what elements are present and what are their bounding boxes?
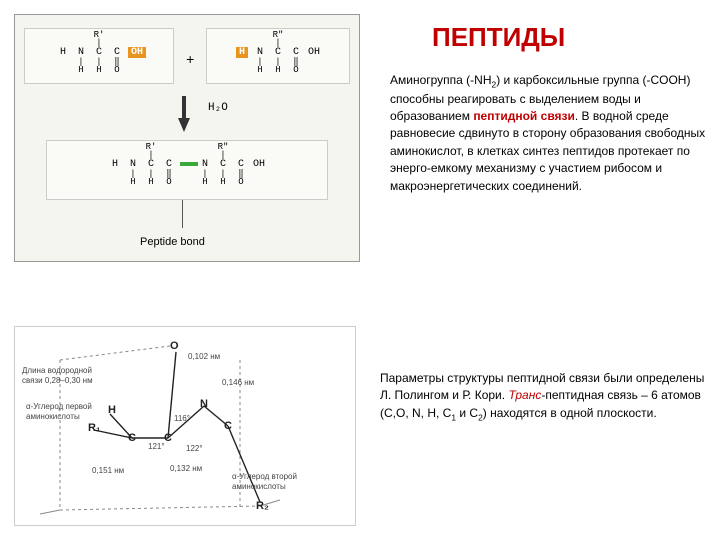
bond-geometry-diagram — [14, 326, 356, 526]
geometry-label: аминокислоты — [26, 412, 80, 421]
geometry-label: аминокислоты — [232, 482, 286, 491]
atom-label: R₁ — [88, 422, 101, 434]
atom-label: O — [170, 340, 179, 352]
geometry-label: 122° — [186, 444, 203, 453]
reactant-left: R′|HNCCOH|H|H‖O — [24, 28, 174, 84]
geometry-label: 121° — [148, 442, 165, 451]
reactant-right: R″|HNCCOH|H|H‖O — [206, 28, 350, 84]
paragraph-peptides: Аминогруппа (-NH2) и карбоксильные групп… — [390, 72, 708, 195]
atom-label: N — [200, 398, 208, 410]
atom-label: H — [108, 404, 116, 416]
product-dipeptide: R′|R″|HNCCNCCOH|H|H‖O|H|H‖O — [46, 140, 328, 200]
paragraph-bond-params: Параметры структуры пептидной связи были… — [380, 370, 710, 423]
peptide-bond-label: Peptide bond — [140, 236, 205, 248]
atom-label: C — [164, 432, 172, 444]
atom-label: C — [128, 432, 136, 444]
geometry-label: связи 0,28–0,30 нм — [22, 376, 93, 385]
peptide-bond-pointer — [182, 200, 183, 228]
atom-label: R₂ — [256, 500, 269, 512]
reaction-arrow-stem — [182, 96, 186, 118]
plus-sign: + — [186, 54, 194, 69]
geometry-label: α-Углерод первой — [26, 402, 92, 411]
reaction-arrow-head — [178, 118, 190, 132]
geometry-label: Длина водородной — [22, 366, 92, 375]
geometry-label: α-Углерод второй — [232, 472, 297, 481]
geometry-label: 0,132 нм — [170, 464, 202, 473]
water-label: H₂O — [208, 102, 228, 114]
geometry-label: 0,151 нм — [92, 466, 124, 475]
geometry-label: 0,102 нм — [188, 352, 220, 361]
page-title: ПЕПТИДЫ — [432, 22, 565, 53]
geometry-label: 116° — [174, 414, 190, 423]
atom-label: C — [224, 420, 232, 432]
geometry-label: 0,146 нм — [222, 378, 254, 387]
